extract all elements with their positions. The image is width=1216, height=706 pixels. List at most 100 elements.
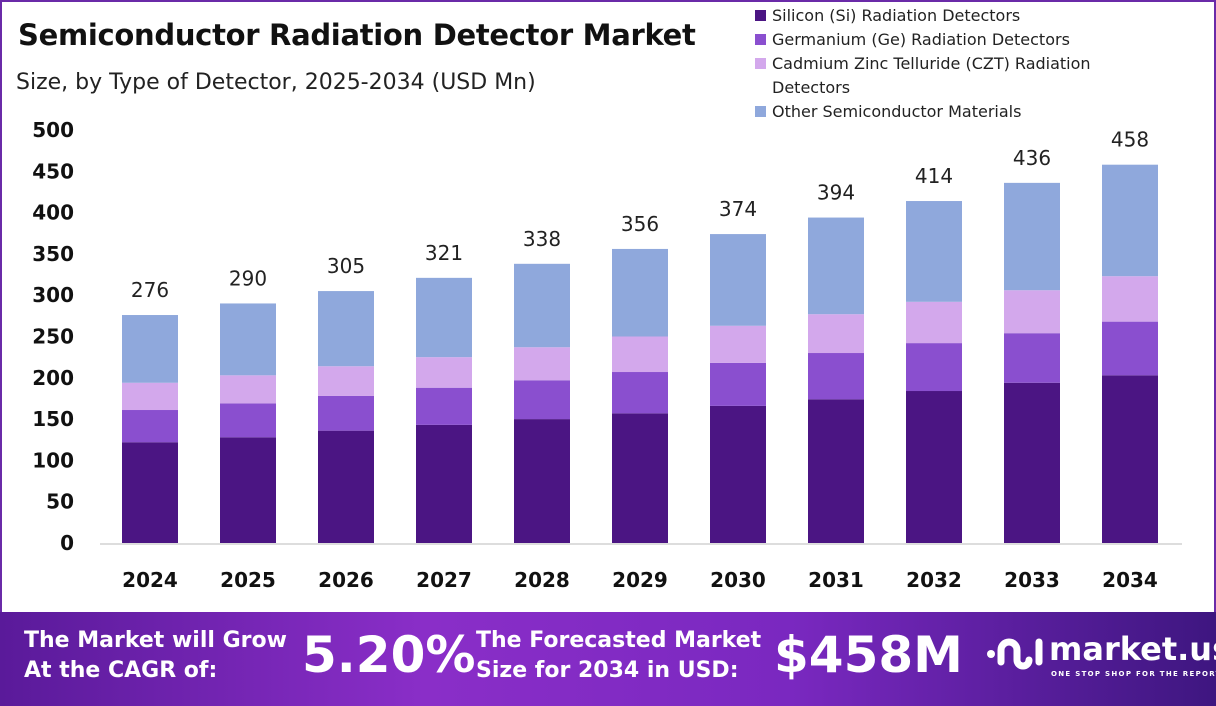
x-tick-label: 2028 [514, 568, 570, 592]
bar-segment-1 [514, 380, 570, 420]
y-tick-label: 250 [32, 325, 74, 349]
x-tick-label: 2029 [612, 568, 668, 592]
bar-segment-0 [122, 442, 178, 543]
bar-segment-3 [1102, 164, 1158, 277]
bar-segment-0 [808, 399, 864, 543]
bar-segment-2 [1004, 290, 1060, 334]
bar-segment-0 [220, 437, 276, 543]
total-data-label: 374 [719, 197, 757, 221]
bar-segment-1 [906, 343, 962, 392]
bar-segment-3 [710, 234, 766, 326]
total-data-label: 414 [915, 164, 953, 188]
total-data-label: 394 [817, 181, 855, 205]
bar-segment-0 [416, 424, 472, 543]
bar-segment-0 [1004, 382, 1060, 543]
bar-segment-2 [808, 314, 864, 354]
legend-swatch [755, 58, 766, 69]
cagr-label: The Market will Grow At the CAGR of: [24, 626, 287, 686]
bar-segment-1 [1004, 333, 1060, 383]
x-tick-label: 2033 [1004, 568, 1060, 592]
bar-segment-1 [318, 395, 374, 431]
bar-segment-2 [318, 366, 374, 396]
chart-title: Semiconductor Radiation Detector Market [18, 18, 696, 52]
bar-segment-3 [808, 217, 864, 315]
bar-segment-3 [122, 315, 178, 383]
logo-mark-icon [987, 638, 1043, 670]
x-tick-label: 2032 [906, 568, 962, 592]
bar-segment-0 [1102, 375, 1158, 543]
total-data-label: 436 [1013, 146, 1051, 170]
legend-swatch [755, 106, 766, 117]
stacked-bar-chart: 0 50 100 150 200 250 300 350 400 450 500 276 2024 290… [32, 118, 1182, 592]
y-tick-label: 150 [32, 407, 74, 431]
y-tick-label: 100 [32, 448, 74, 472]
forecast-label: The Forecasted Market Size for 2034 in US… [476, 626, 761, 686]
bar-segment-3 [514, 263, 570, 348]
legend-label: Cadmium Zinc Telluride (CZT) Radiation D… [772, 54, 1091, 97]
chart-frame [0, 0, 1216, 612]
cagr-label-line2: At the CAGR of: [24, 658, 218, 683]
bar-segment-3 [906, 201, 962, 302]
bar-segment-1 [416, 387, 472, 425]
y-tick-label: 50 [46, 490, 74, 514]
legend-item-czt: Cadmium Zinc Telluride (CZT) Radiation D… [755, 52, 1162, 100]
forecast-label-line1: The Forecasted Market [476, 628, 762, 653]
total-data-label: 305 [327, 254, 365, 278]
y-tick-label: 0 [60, 531, 74, 555]
y-tick-label: 400 [32, 201, 74, 225]
bar-segment-2 [122, 382, 178, 411]
bar-segment-2 [220, 375, 276, 404]
bar-segment-0 [710, 405, 766, 543]
total-data-label: 356 [621, 212, 659, 236]
bar-segment-1 [220, 403, 276, 438]
legend-label: Silicon (Si) Radiation Detectors [772, 6, 1021, 25]
x-tick-label: 2027 [416, 568, 472, 592]
y-tick-label: 200 [32, 366, 74, 390]
bar-segment-0 [514, 419, 570, 543]
bar-segment-1 [808, 353, 864, 400]
x-tick-label: 2026 [318, 568, 374, 592]
bar-segment-0 [612, 413, 668, 543]
bar-segment-0 [906, 391, 962, 543]
bar-segment-1 [1102, 321, 1158, 376]
bar-segment-3 [220, 303, 276, 376]
total-data-label: 321 [425, 241, 463, 265]
y-tick-label: 500 [32, 118, 74, 142]
bar-segment-0 [318, 430, 374, 543]
total-data-label: 290 [229, 266, 267, 290]
x-tick-label: 2025 [220, 568, 276, 592]
brand-name: market.us [1049, 630, 1216, 668]
legend-item-germanium: Germanium (Ge) Radiation Detectors [755, 28, 1070, 52]
bar-segment-1 [122, 410, 178, 443]
bar-segment-3 [318, 291, 374, 367]
total-data-label: 338 [523, 227, 561, 251]
x-tick-label: 2034 [1102, 568, 1158, 592]
bar-segment-3 [1004, 182, 1060, 291]
bar-segment-2 [710, 325, 766, 363]
legend-item-other: Other Semiconductor Materials [755, 100, 1021, 124]
x-tick-label: 2024 [122, 568, 178, 592]
cagr-value: 5.20% [302, 626, 476, 684]
bar-segment-1 [612, 372, 668, 414]
cagr-label-line1: The Market will Grow [24, 628, 287, 653]
legend-label: Germanium (Ge) Radiation Detectors [772, 30, 1070, 49]
legend-swatch [755, 10, 766, 21]
bar-segment-3 [612, 248, 668, 337]
bar-segment-2 [906, 301, 962, 344]
forecast-label-line2: Size for 2034 in USD: [476, 658, 739, 683]
brand-tagline: ONE STOP SHOP FOR THE REPORTS [1051, 670, 1216, 678]
legend-item-silicon: Silicon (Si) Radiation Detectors [755, 4, 1020, 28]
y-tick-label: 300 [32, 283, 74, 307]
chart-subtitle: Size, by Type of Detector, 2025-2034 (US… [16, 70, 536, 95]
bar-segment-2 [416, 357, 472, 388]
total-data-label: 276 [131, 278, 169, 302]
bar-segment-1 [710, 362, 766, 406]
forecast-value: $458M [774, 626, 963, 684]
y-tick-label: 350 [32, 242, 74, 266]
bar-segment-2 [612, 336, 668, 373]
bar-segment-2 [1102, 276, 1158, 322]
bar-segment-2 [514, 347, 570, 381]
x-tick-label: 2031 [808, 568, 864, 592]
footer-banner: The Market will Grow At the CAGR of: 5.20… [0, 612, 1216, 706]
x-tick-label: 2030 [710, 568, 766, 592]
